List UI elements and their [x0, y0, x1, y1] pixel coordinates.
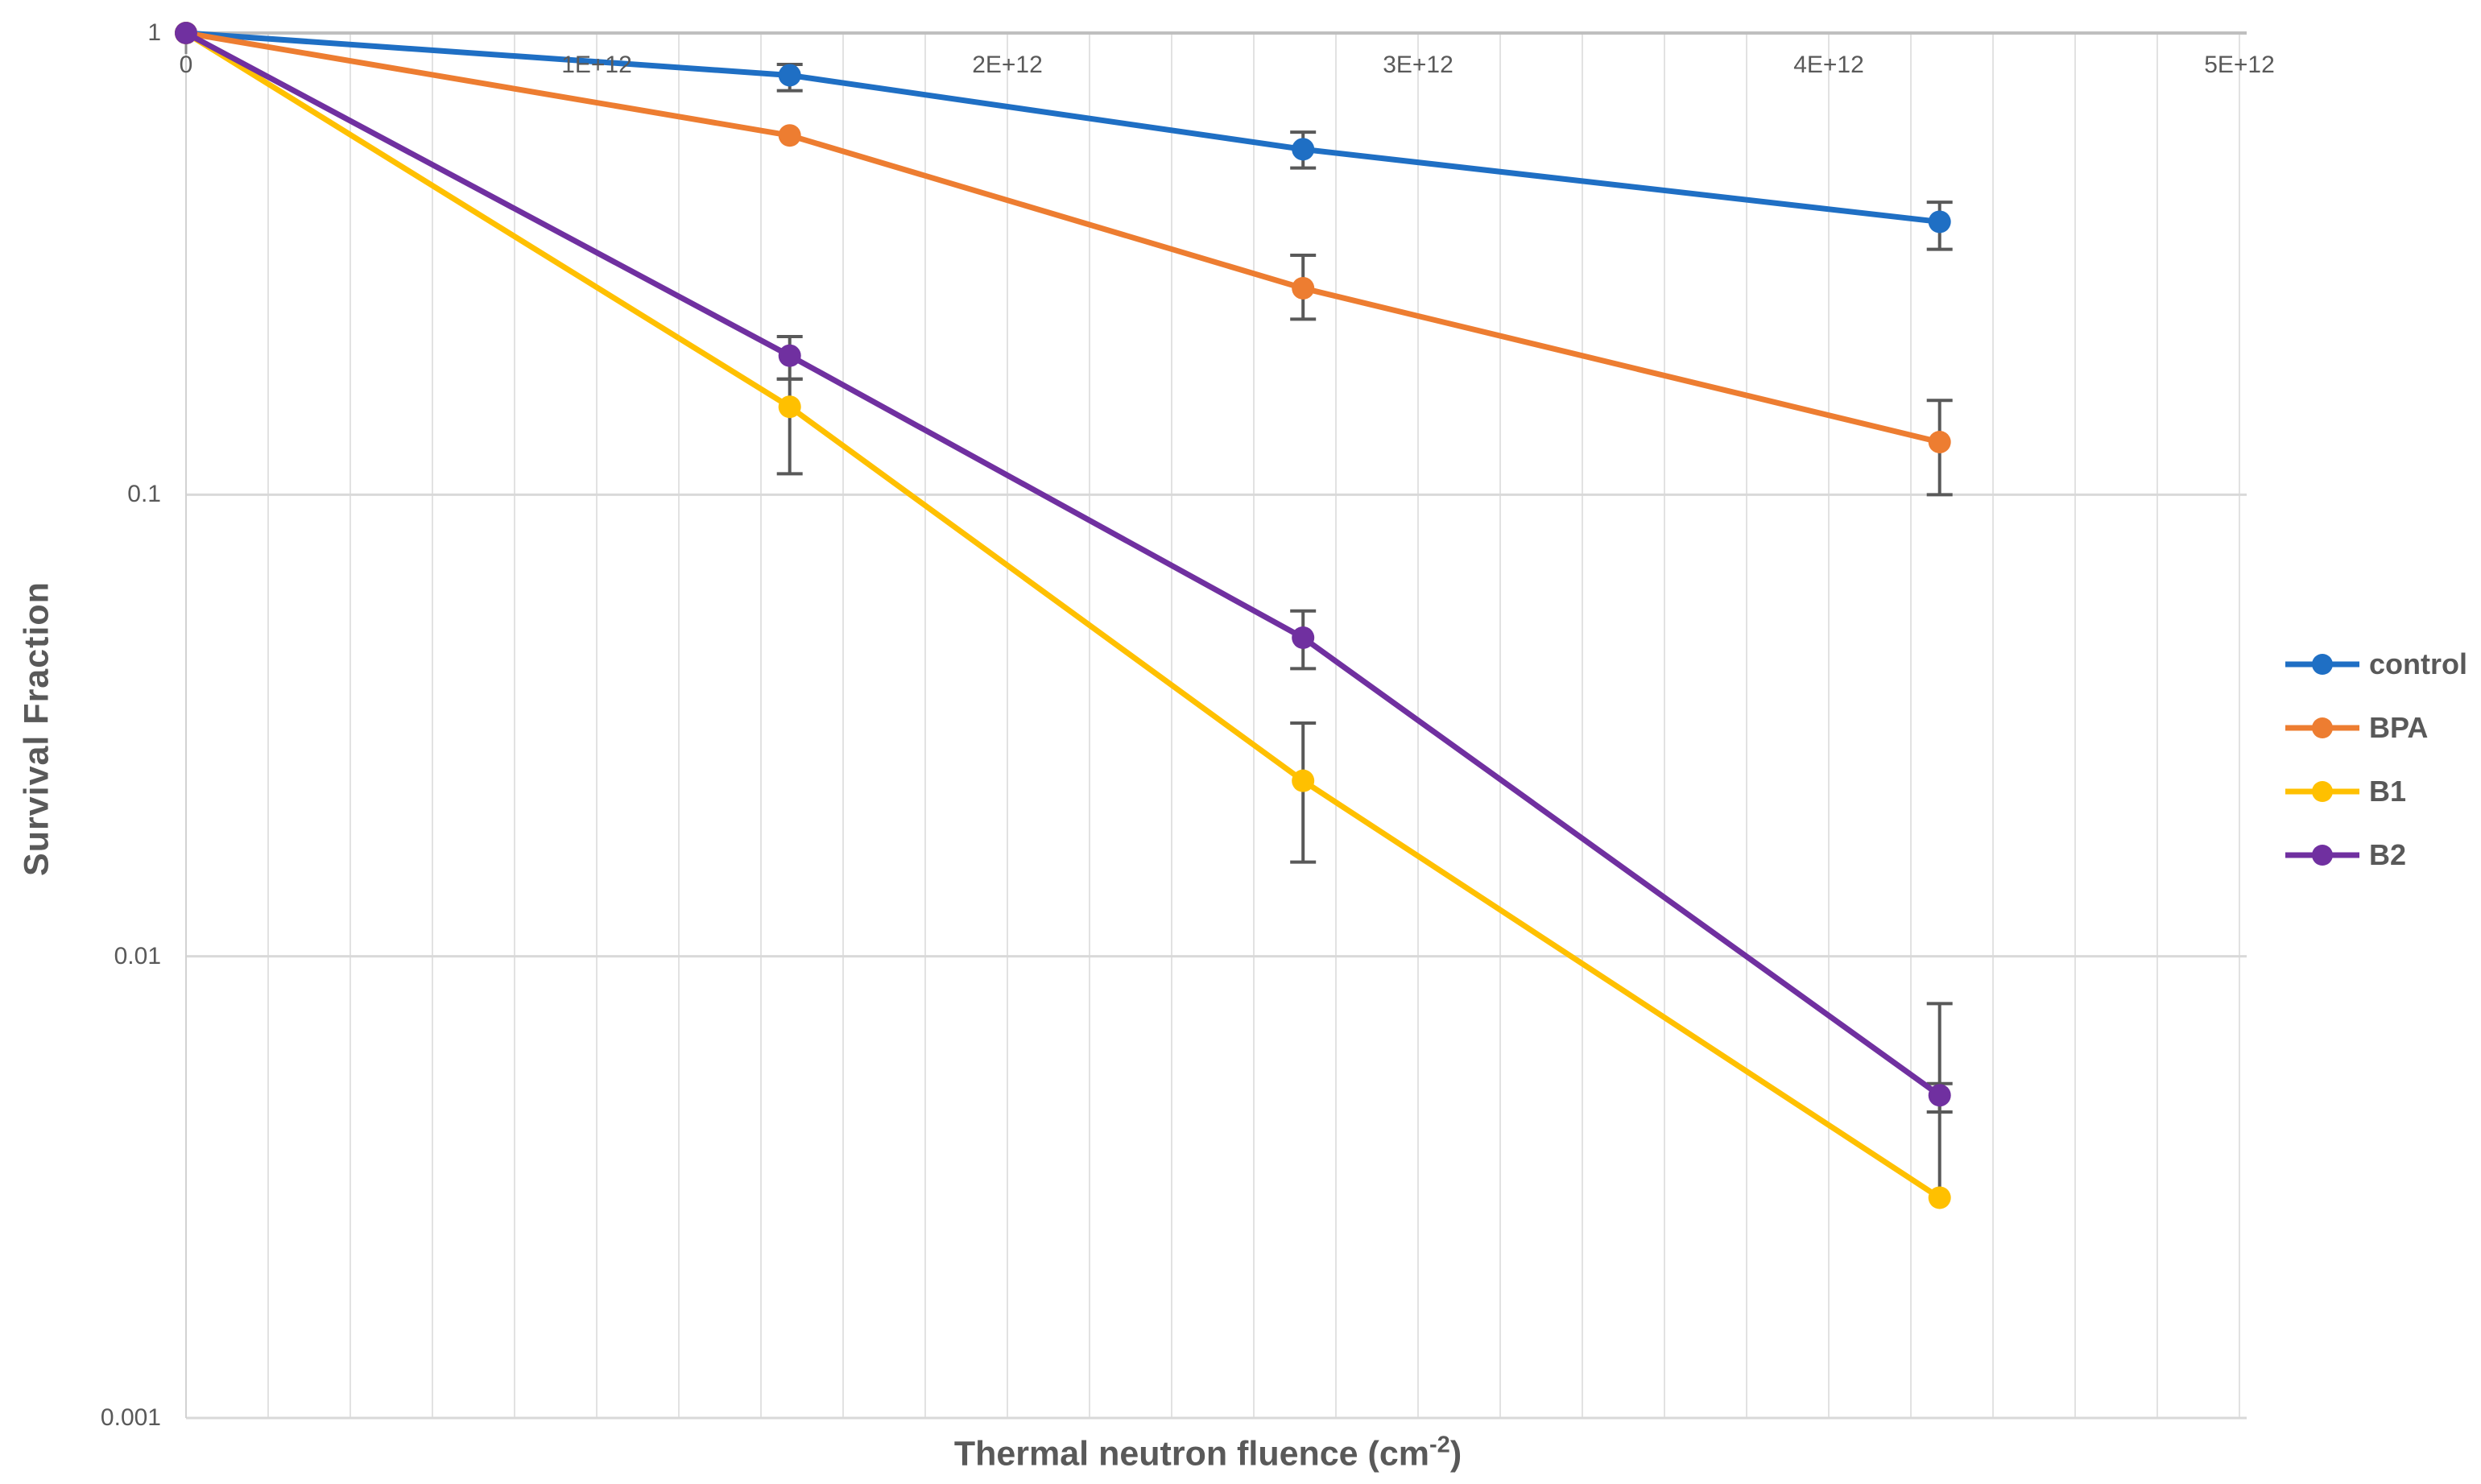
legend-swatch-BPA — [2285, 717, 2359, 738]
legend-label: B2 — [2369, 837, 2407, 871]
series-B2-marker[interactable] — [778, 344, 801, 367]
series-BPA-marker[interactable] — [1928, 431, 1951, 454]
series-B2-marker[interactable] — [1292, 626, 1315, 649]
legend-item-B2[interactable]: B2 — [2285, 823, 2467, 887]
series-B1-marker[interactable] — [1928, 1186, 1951, 1209]
series-B2-line[interactable] — [183, 30, 1943, 1098]
series-BPA-marker[interactable] — [778, 124, 801, 147]
x-axis-title-superscript: -2 — [1429, 1432, 1450, 1458]
series-B1-marker[interactable] — [778, 395, 801, 419]
legend-swatch-B2 — [2285, 844, 2359, 866]
series-control-marker[interactable] — [778, 64, 801, 87]
legend-item-B1[interactable]: B1 — [2285, 759, 2467, 823]
legend-label: control — [2369, 647, 2467, 680]
legend-swatch-B1 — [2285, 780, 2359, 802]
x-axis-title-text: Thermal neutron fluence (cm — [953, 1434, 1430, 1474]
x-axis-title: Thermal neutron fluence (cm-2) — [953, 1432, 1462, 1474]
x-tick-label: 2E+12 — [972, 52, 1043, 78]
series-B1-marker[interactable] — [1292, 769, 1315, 792]
series-B2-marker[interactable] — [175, 22, 197, 44]
x-axis-title-suffix: ) — [1449, 1434, 1462, 1474]
series-BPA-marker[interactable] — [1292, 276, 1315, 300]
series-B1-line[interactable] — [183, 30, 1943, 1201]
x-tick-label: 3E+12 — [1383, 52, 1453, 78]
x-tick-label: 1E+12 — [561, 52, 632, 78]
series-BPA-line[interactable] — [183, 30, 1943, 445]
x-tick-label: 0 — [179, 52, 193, 78]
y-tick-label: 1 — [147, 19, 161, 46]
y-tick-label: 0.001 — [100, 1403, 161, 1431]
series-control-marker[interactable] — [1292, 138, 1315, 161]
y-tick-label: 0.1 — [127, 481, 161, 508]
y-axis-title: Survival Fraction — [17, 581, 56, 876]
legend-item-BPA[interactable]: BPA — [2285, 696, 2467, 759]
x-tick-label: 5E+12 — [2204, 52, 2275, 78]
legend-label: B1 — [2369, 774, 2407, 808]
chart-legend: control BPA B1 B2 — [2285, 632, 2467, 887]
series-B2-marker[interactable] — [1928, 1084, 1951, 1107]
x-tick-label: 4E+12 — [1793, 52, 1864, 78]
series-control-line[interactable] — [183, 30, 1943, 225]
y-tick-label: 0.01 — [114, 942, 161, 969]
legend-item-control[interactable]: control — [2285, 632, 2467, 696]
legend-swatch-control — [2285, 653, 2359, 675]
series-control-marker[interactable] — [1928, 210, 1951, 234]
legend-label: BPA — [2369, 710, 2429, 744]
